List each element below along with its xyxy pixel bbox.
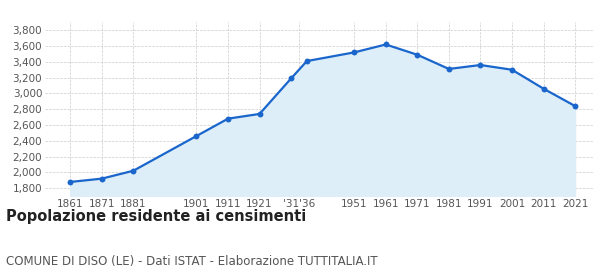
Point <box>349 50 359 55</box>
Point <box>191 134 201 138</box>
Point <box>444 67 454 71</box>
Point <box>302 59 311 63</box>
Text: COMUNE DI DISO (LE) - Dati ISTAT - Elaborazione TUTTITALIA.IT: COMUNE DI DISO (LE) - Dati ISTAT - Elabo… <box>6 255 377 268</box>
Point <box>286 76 296 81</box>
Point <box>476 63 485 67</box>
Point <box>570 104 580 108</box>
Point <box>128 169 138 173</box>
Point <box>381 42 391 47</box>
Point <box>255 112 265 116</box>
Point <box>539 87 548 91</box>
Point <box>97 176 107 181</box>
Point <box>223 116 233 121</box>
Point <box>413 53 422 57</box>
Text: Popolazione residente ai censimenti: Popolazione residente ai censimenti <box>6 209 306 224</box>
Point <box>65 180 75 184</box>
Point <box>507 67 517 72</box>
